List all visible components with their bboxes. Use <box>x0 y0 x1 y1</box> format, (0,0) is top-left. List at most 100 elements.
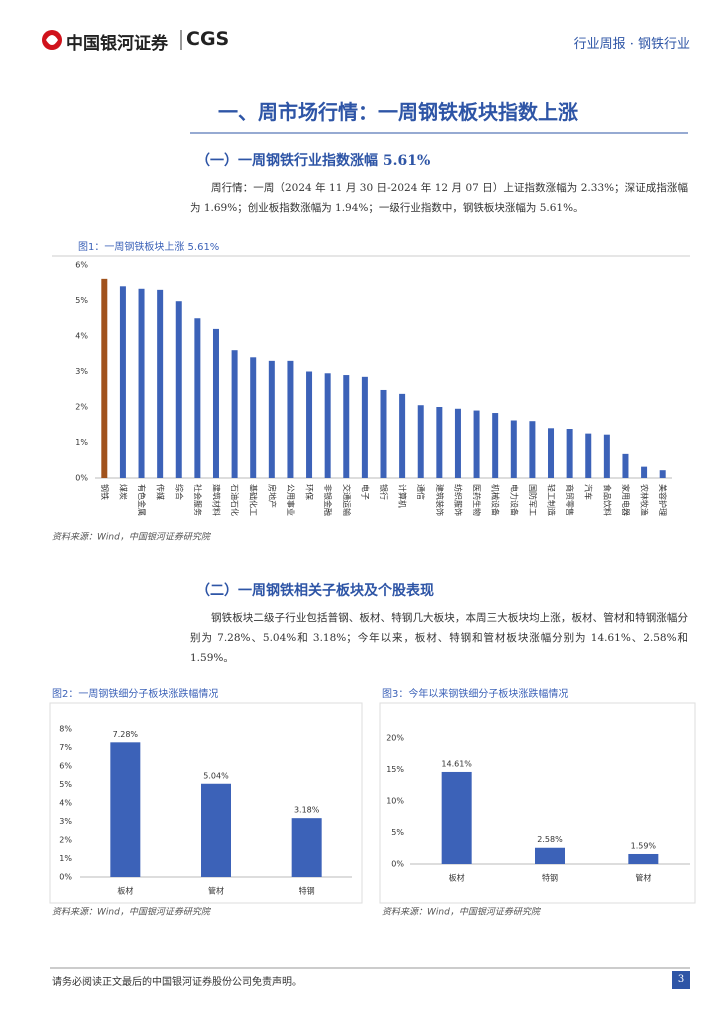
y-tick-label: 6% <box>75 261 88 270</box>
bar <box>110 742 141 877</box>
bar <box>628 853 659 864</box>
x-tick-label: 煤炭 <box>118 484 128 500</box>
paragraph: 钢铁板块二级子行业包括普钢、板材、特钢几大板块，本周三大板块均上涨，板材、管材和… <box>190 612 688 664</box>
x-tick-label: 有色金属 <box>137 484 147 516</box>
bar <box>324 373 331 478</box>
y-tick-label: 3% <box>59 817 72 826</box>
x-tick-label: 管材 <box>208 886 224 896</box>
logo: 中国银河证券 <box>66 34 168 54</box>
y-tick-label: 20% <box>386 734 404 743</box>
x-tick-label: 轻工制造 <box>547 484 557 516</box>
y-tick-label: 8% <box>59 725 72 734</box>
subsection-title: （二）一周钢铁相关子板块及个股表现 <box>196 583 434 599</box>
value-label: 14.61% <box>441 759 472 768</box>
y-tick-label: 4% <box>59 799 72 808</box>
x-tick-label: 钢铁 <box>100 484 110 500</box>
x-tick-label: 农林牧渔 <box>640 484 650 516</box>
bar <box>138 288 145 478</box>
logo-mark <box>46 35 58 45</box>
y-tick-label: 5% <box>59 780 72 789</box>
x-tick-label: 计算机 <box>398 484 408 508</box>
x-tick-label: 纺织服饰 <box>453 484 463 516</box>
bar <box>492 413 499 478</box>
bar <box>603 434 610 478</box>
bar <box>175 301 182 478</box>
figure-caption: 图1：一周钢铁板块上涨 5.61% <box>78 240 219 253</box>
x-tick-label: 石油石化 <box>230 484 240 516</box>
x-tick-label: 建筑装饰 <box>435 484 445 516</box>
bar <box>119 286 126 478</box>
y-tick-label: 0% <box>75 474 88 483</box>
bar <box>548 428 555 478</box>
paragraph: 周行情：一周（2024 年 11 月 30 日-2024 年 12 月 07 日… <box>190 182 688 214</box>
section-title: 一、周市场行情：一周钢铁板块指数上涨 <box>218 100 578 124</box>
x-tick-label: 国防军工 <box>528 484 538 516</box>
y-tick-label: 6% <box>59 762 72 771</box>
value-label: 5.04% <box>203 771 229 780</box>
x-tick-label: 环保 <box>305 484 315 500</box>
bar <box>473 410 480 478</box>
x-tick-label: 银行 <box>379 484 389 500</box>
figure-caption: 图2：一周钢铁细分子板块涨跌幅情况 <box>52 687 218 700</box>
x-tick-label: 汽车 <box>584 484 594 500</box>
figure-caption: 图3：今年以来钢铁细分子板块涨跌幅情况 <box>382 687 568 700</box>
value-label: 1.59% <box>631 841 657 850</box>
bar <box>157 289 164 478</box>
x-tick-label: 房地产 <box>267 484 277 508</box>
y-tick-label: 7% <box>59 743 72 752</box>
bar <box>250 357 257 478</box>
x-tick-label: 基础化工 <box>249 484 259 516</box>
x-tick-label: 通信 <box>416 484 426 500</box>
bar <box>343 375 350 478</box>
value-label: 7.28% <box>113 730 139 739</box>
y-tick-label: 4% <box>75 332 88 341</box>
x-tick-label: 传媒 <box>156 484 166 500</box>
report-type: 行业周报 · 钢铁行业 <box>573 37 690 52</box>
x-tick-label: 美容护理 <box>658 484 668 516</box>
disclaimer: 请务必阅读正文最后的中国银河证券股份公司免责声明。 <box>52 977 302 988</box>
bar <box>566 429 573 478</box>
bar <box>529 421 536 478</box>
chart-frame <box>49 702 363 904</box>
bar <box>361 376 368 478</box>
x-tick-label: 板材 <box>117 886 133 896</box>
y-tick-label: 5% <box>75 296 88 305</box>
bar <box>399 393 406 478</box>
y-tick-label: 0% <box>59 873 72 882</box>
x-tick-label: 建筑材料 <box>211 484 221 516</box>
figure-source: 资料来源：Wind，中国银河证券研究院 <box>52 907 212 918</box>
bar <box>291 818 322 877</box>
x-tick-label: 管材 <box>635 873 651 883</box>
x-tick-label: 电力设备 <box>509 484 519 516</box>
bar <box>380 389 387 478</box>
bar <box>659 470 666 478</box>
bar <box>287 360 294 478</box>
x-tick-label: 板材 <box>449 873 465 883</box>
bar <box>510 420 517 478</box>
value-label: 2.58% <box>537 835 563 844</box>
x-tick-label: 特钢 <box>299 886 315 896</box>
bar <box>535 847 565 864</box>
bar <box>641 466 648 478</box>
y-tick-label: 1% <box>59 854 72 863</box>
x-tick-label: 社会服务 <box>193 484 203 516</box>
value-label: 3.18% <box>294 806 320 815</box>
x-tick-label: 非银金融 <box>323 484 333 516</box>
x-tick-label: 综合 <box>174 484 184 500</box>
logo-en: CGS <box>186 28 230 50</box>
y-tick-label: 5% <box>391 828 404 837</box>
bar <box>231 350 238 478</box>
bar <box>622 453 629 478</box>
bar <box>306 371 313 478</box>
subsection-title: （一）一周钢铁行业指数涨幅 5.61% <box>196 153 431 169</box>
bar <box>417 405 424 478</box>
x-tick-label: 食品饮料 <box>602 484 612 516</box>
x-tick-label: 公用事业 <box>286 484 296 516</box>
figure-source: 资料来源：Wind，中国银河证券研究院 <box>52 532 212 543</box>
page-box <box>672 971 690 989</box>
y-tick-label: 1% <box>75 438 88 447</box>
bar <box>201 783 231 877</box>
y-tick-label: 3% <box>75 367 88 376</box>
